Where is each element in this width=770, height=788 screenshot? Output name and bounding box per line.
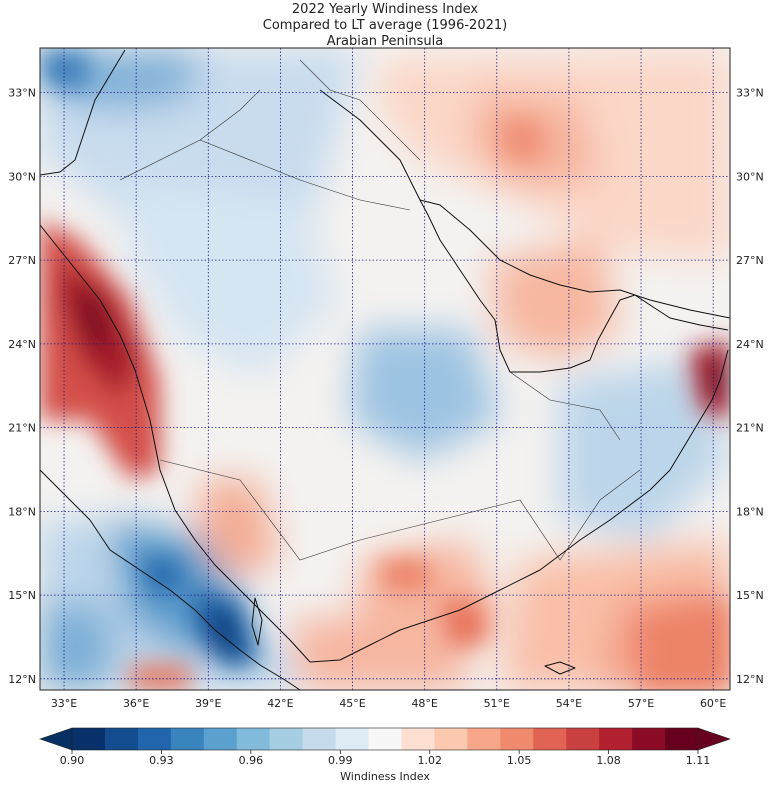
colorbar-segment [137,728,172,750]
colorbar-segment [72,728,106,750]
colorbar-segment [302,728,337,750]
longitude-tick-label: 60°E [700,697,726,710]
border-layer [119,59,641,561]
colorbar-segment [203,728,238,750]
latitude-tick-label-right: 15°N [736,589,764,602]
mesopotamia-coast [319,89,421,201]
persian-gulf-north-coast [419,199,730,319]
latitude-tick-label-right: 33°N [736,87,764,100]
latitude-tick-label-right: 21°N [736,422,764,435]
colorbar-tick-label: 0.99 [328,754,353,767]
longitude-tick-label: 33°E [51,697,77,710]
longitude-tick-label: 45°E [339,697,365,710]
colorbar-segment [269,728,304,750]
colorbar-segment [566,728,600,750]
colorbar-tick-label: 0.93 [149,754,174,767]
colorbar-over-arrow [697,727,731,751]
map-title-line2: Compared to LT average (1996-2021) [262,18,508,33]
yemen-oman-saudi-border [159,459,641,561]
longitude-tick-label: 39°E [195,697,221,710]
persian-gulf-south-coast [419,199,729,373]
southern-arabia-coast [309,349,729,663]
saudi-iraq-border [199,139,411,211]
longitude-tick-label: 51°E [484,697,510,710]
colorbar-segment [236,728,271,750]
latitude-tick-labels: 12°N 12°N 15°N 15°N 18°N 18°N 21°N 21°N 24°N 24°N… [8,87,763,686]
latitude-tick-label-left: 12°N [8,673,36,686]
colorbar-segment [533,728,567,750]
longitude-tick-labels: 33°E 36°E 39°E 42°E 45°E 48°E 51°E 54°E 57°E 60°E [51,697,727,710]
latitude-tick-label-left: 27°N [8,254,36,267]
longitude-tick-label: 36°E [123,697,149,710]
red-sea-east-coast [40,224,311,663]
colorbar-segment [500,728,534,750]
colorbar-tick-label: 0.90 [60,754,85,767]
latitude-tick-label-right: 24°N [736,338,764,351]
longitude-tick-label: 57°E [628,697,654,710]
colorbar-tick-label: 0.96 [239,754,264,767]
latitude-tick-label-left: 21°N [8,422,36,435]
jordan-border [119,89,261,181]
colorbar-frame [71,727,699,751]
colorbar-under-arrow [39,727,73,751]
colorbar-segment [104,728,139,750]
longitude-tick-label: 42°E [267,697,293,710]
latitude-tick-label-left: 33°N [8,87,36,100]
colorbar-label: Windiness Index [340,770,430,783]
graticule [40,48,730,690]
colorbar-segment [599,728,633,750]
red-sea-west-coast [40,469,301,690]
uae-oman-border [509,371,621,441]
colorbar: 0.90 0.93 0.96 0.99 1.02 1.05 1.08 1.11 [39,727,731,767]
colorbar-tick-label: 1.05 [507,754,532,767]
latitude-tick-label-right: 27°N [736,254,764,267]
latitude-tick-label-right: 30°N [736,170,764,183]
colorbar-tick-label: 1.08 [596,754,621,767]
latitude-tick-label-left: 18°N [8,505,36,518]
latitude-tick-label-left: 24°N [8,338,36,351]
map-plot-area [40,48,730,690]
colorbar-tick-label: 1.02 [417,754,442,767]
longitude-tick-label: 48°E [411,697,437,710]
latitude-tick-label-left: 15°N [8,589,36,602]
colorbar-segment [434,728,468,750]
iraq-iran-border [299,59,421,161]
latitude-tick-label-right: 18°N [736,505,764,518]
colorbar-segment [467,728,501,750]
longitude-tick-label: 54°E [556,697,582,710]
socotra-island [544,661,576,675]
colorbar-segment [170,728,205,750]
map-title-line3: Arabian Peninsula [326,34,444,49]
colorbar-segment [368,728,402,750]
coastline-layer [40,49,730,690]
colorbar-segment [335,728,370,750]
colorbar-tick-label: 1.11 [686,754,711,767]
latitude-tick-label-right: 12°N [736,673,764,686]
colorbar-segment [401,728,435,750]
map-title-line1: 2022 Yearly Windiness Index [291,2,479,17]
colorbar-segment [632,728,666,750]
map-frame [39,47,731,691]
colorbar-segment [665,728,699,750]
latitude-tick-label-left: 30°N [8,170,36,183]
farasan-islands [251,597,263,646]
mediterranean-coast [40,49,126,176]
